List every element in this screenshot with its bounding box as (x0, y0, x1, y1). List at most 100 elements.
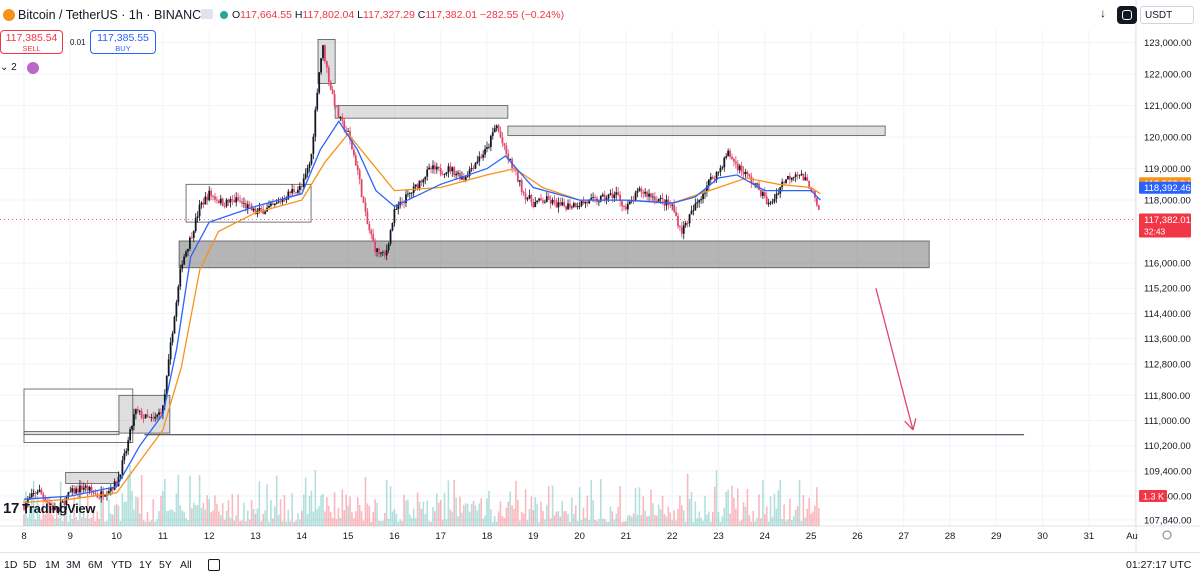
volume-bar (472, 500, 475, 526)
volume-bar (727, 489, 729, 526)
volume-bar (183, 511, 185, 526)
candle (507, 153, 510, 160)
volume-bar (520, 511, 523, 526)
buy-button[interactable]: 117,385.55 BUY (90, 30, 156, 54)
volume-bar (561, 500, 564, 526)
candle (67, 492, 70, 497)
volume-bar (760, 518, 762, 526)
sync-icon[interactable] (27, 62, 39, 74)
volume-bar (571, 497, 573, 526)
candle (285, 198, 288, 201)
tf-1y[interactable]: 1Y (139, 559, 152, 571)
volume-bar (250, 499, 253, 526)
volume-bar (304, 477, 307, 526)
candle (661, 197, 664, 200)
candle (142, 418, 145, 419)
candle (761, 192, 764, 196)
price-chart[interactable]: 123,000.00 122,000.00 121,000.00 120,000.00… (0, 0, 1200, 552)
tf-all[interactable]: All (180, 559, 192, 571)
volume-bar (320, 495, 322, 526)
currency-select[interactable]: USDT (1140, 6, 1194, 24)
candle (542, 200, 544, 203)
sell-button[interactable]: 117,385.54 SELL (0, 30, 63, 54)
tf-1m[interactable]: 1M (45, 559, 60, 571)
volume-bar (279, 499, 282, 526)
candle (163, 394, 166, 406)
ema-fast-line (23, 120, 821, 500)
volume-bar (34, 519, 37, 526)
tf-5d[interactable]: 5D (23, 559, 37, 571)
candle (696, 202, 699, 204)
volume-bar (453, 479, 456, 526)
candle (638, 188, 641, 191)
candle (281, 199, 284, 203)
volume-bar (565, 511, 567, 526)
tf-3m[interactable]: 3M (66, 559, 81, 571)
flag-icon[interactable] (201, 9, 213, 19)
volume-bar (189, 475, 191, 526)
candle (291, 189, 294, 194)
volume-bar (96, 511, 99, 526)
candle (219, 198, 222, 204)
volume-bar (598, 518, 600, 526)
x-tick-label: 10 (111, 531, 122, 542)
volume-bar (287, 509, 290, 526)
candle (378, 248, 380, 254)
candle (430, 167, 432, 170)
candle (113, 481, 116, 490)
order-quantity[interactable]: 0.01 (70, 38, 86, 47)
volume-bar (312, 511, 315, 526)
volume-bar (229, 517, 232, 526)
volume-bar (517, 499, 519, 526)
volume-bar (451, 511, 454, 526)
volume-bar (252, 509, 255, 526)
volume-bar (806, 508, 809, 526)
volume-bar (605, 521, 608, 526)
chevron-down-icon[interactable]: ↓ (1100, 6, 1106, 20)
x-tick-label: 24 (760, 531, 771, 542)
tf-ytd[interactable]: YTD (111, 559, 132, 571)
volume-bar (711, 511, 714, 526)
volume-bar (493, 516, 496, 526)
volume-bar (657, 504, 660, 526)
chart-settings-icon[interactable] (1117, 6, 1137, 24)
candle (582, 201, 585, 204)
volume-bar (721, 516, 724, 526)
volume-bar (549, 518, 552, 526)
candle (329, 82, 332, 90)
candle (690, 210, 693, 215)
candle (227, 199, 230, 203)
candle (360, 179, 363, 197)
candle (719, 167, 722, 172)
clock[interactable]: 01:27:17 UTC (1126, 559, 1192, 571)
volume-bar (227, 500, 230, 526)
volume-bar (71, 519, 74, 526)
volume-bar (484, 515, 486, 526)
candle (777, 193, 780, 195)
volume-bar (268, 521, 270, 526)
candle (611, 193, 614, 199)
volume-bar (538, 521, 540, 526)
candle (679, 226, 681, 228)
candle (439, 168, 442, 175)
y-tick-label: 107,840.00 (1144, 516, 1192, 527)
symbol-title[interactable]: Bitcoin / TetherUS · 1h · BINANCE (18, 8, 210, 22)
tf-5y[interactable]: 5Y (159, 559, 172, 571)
indicator-toggle[interactable]: ⌄ 2 (0, 62, 17, 73)
volume-bar (233, 520, 236, 526)
tf-6m[interactable]: 6M (88, 559, 103, 571)
volume-bar (283, 495, 286, 526)
calendar-icon[interactable] (208, 559, 220, 571)
volume-bar (692, 521, 695, 526)
volume-bar (785, 520, 787, 526)
axis-settings-icon (1162, 530, 1172, 540)
candle (171, 333, 174, 343)
candle (208, 190, 211, 201)
tf-1d[interactable]: 1D (4, 559, 18, 571)
candle (763, 192, 766, 197)
volume-bar (291, 493, 293, 526)
candle (48, 502, 50, 504)
candle (150, 417, 153, 418)
candle (694, 203, 697, 211)
candle (275, 202, 278, 204)
